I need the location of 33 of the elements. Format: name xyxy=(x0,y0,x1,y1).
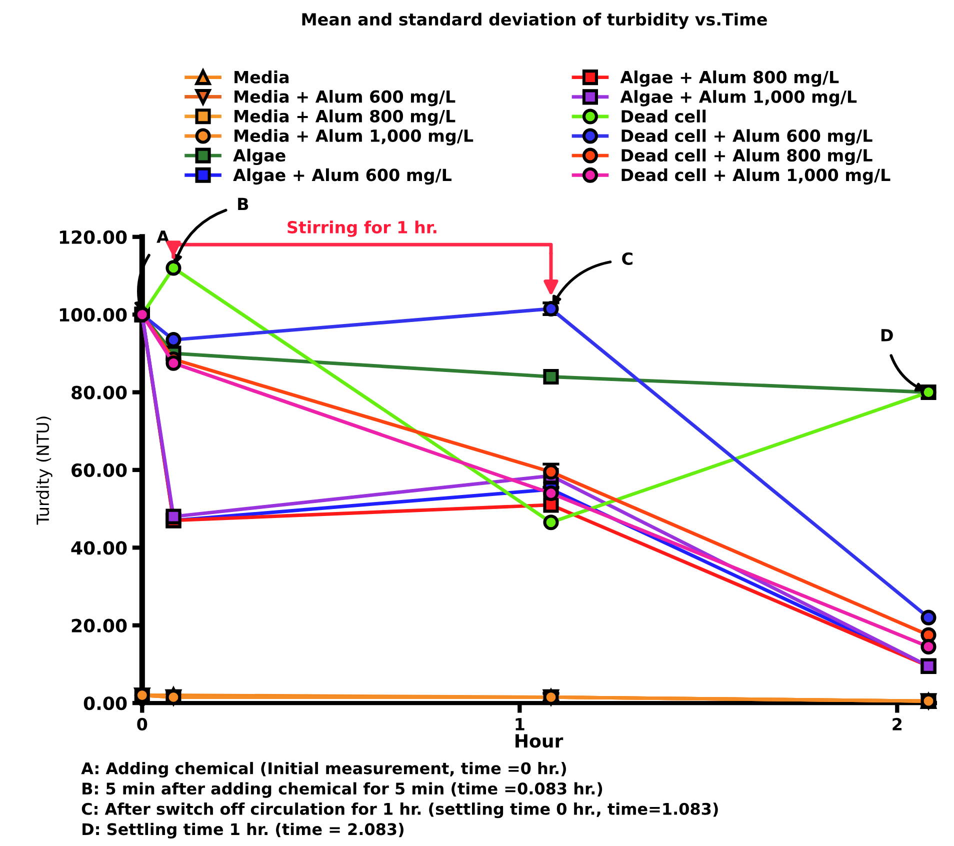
text: B: 5 min after adding chemical for 5 min (time =0.083 hr.) xyxy=(82,782,602,798)
legend-label: Media xyxy=(234,70,289,84)
annotation: C xyxy=(622,252,632,265)
y-tick-label: 40.00 xyxy=(71,541,127,555)
legend-label: Dead cell + Alum 600 mg/L xyxy=(622,129,872,146)
legend-label: Algae + Alum 600 mg/L xyxy=(233,168,452,185)
legend-label: Dead cell xyxy=(622,110,706,123)
x-tick-label: 0 xyxy=(137,718,148,731)
legend-label: Media + Alum 800 mg/L xyxy=(234,110,456,126)
legend-label: Dead cell + Alum 800 mg/L xyxy=(622,148,872,165)
text: A: Adding chemical (Initial measurement, time =0 hr.) xyxy=(81,762,566,778)
text: D: Settling time 1 hr. (time = 2.083) xyxy=(82,822,404,838)
annotation: Stirring for 1 hr. xyxy=(288,220,436,237)
y-tick-label: 80.00 xyxy=(72,386,127,400)
annotation: B xyxy=(238,198,248,210)
legend-label: Algae + Alum 1,000 mg/L xyxy=(620,90,857,106)
annotation: D xyxy=(881,329,893,342)
x-axis-title: Hour xyxy=(516,734,564,748)
text: C: After switch off circulation for 1 hr. (settling time 0 hr., time=1.083) xyxy=(82,802,718,818)
y-tick-label: 20.00 xyxy=(72,618,127,632)
y-axis-title: Turdity (NTU) xyxy=(36,416,52,525)
legend-label: Algae xyxy=(233,148,286,165)
legend-label: Dead cell + Alum 1,000 mg/L xyxy=(622,168,890,185)
legend-label: Media + Alum 600 mg/L xyxy=(234,90,456,106)
legend-label: Algae + Alum 800 mg/L xyxy=(620,70,839,87)
y-tick-label: 60.00 xyxy=(72,463,127,478)
chart-title: Mean and standard deviation of turbidity vs.Time xyxy=(302,12,767,29)
legend-label: Media + Alum 1,000 mg/L xyxy=(234,129,474,146)
y-tick-label: 120.00 xyxy=(60,230,127,244)
x-tick-label: 1 xyxy=(516,718,524,730)
y-tick-label: 100.00 xyxy=(60,308,127,322)
y-tick-label: 0.00 xyxy=(84,696,127,710)
x-tick-label: 2 xyxy=(892,718,902,730)
